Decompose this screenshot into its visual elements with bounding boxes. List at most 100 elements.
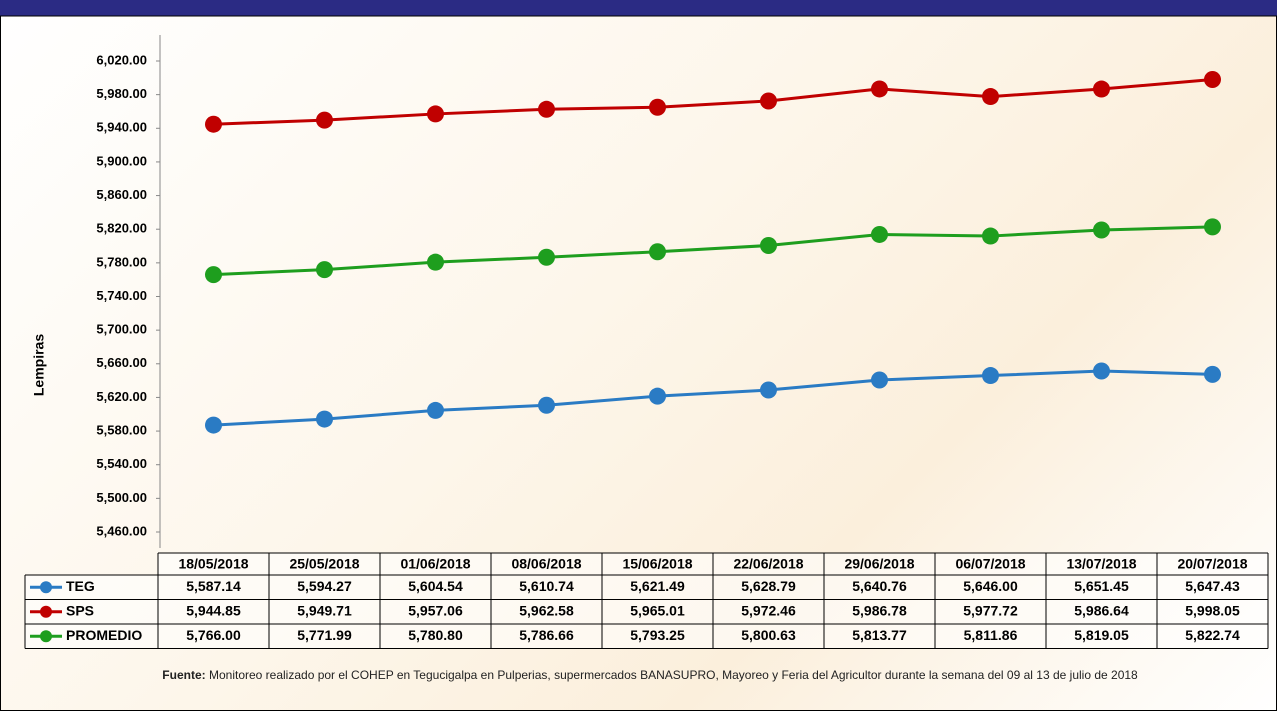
table-value: 5,957.06 bbox=[408, 602, 463, 618]
point bbox=[1204, 218, 1221, 235]
table-value: 5,819.05 bbox=[1074, 627, 1129, 643]
point bbox=[760, 92, 777, 109]
table-value: 5,962.58 bbox=[519, 602, 574, 618]
y-tick-label: 5,860.00 bbox=[96, 187, 147, 202]
x-tick-label: 25/05/2018 bbox=[289, 556, 359, 572]
source-text: Monitoreo realizado por el COHEP en Tegu… bbox=[209, 668, 1138, 682]
table-value: 5,986.64 bbox=[1074, 602, 1129, 618]
page: Lempiras 5,460.00 5,500.00 5,540.00 5,580.0… bbox=[0, 0, 1277, 711]
point bbox=[1093, 81, 1110, 98]
x-tick-label: 22/06/2018 bbox=[733, 556, 803, 572]
point bbox=[205, 266, 222, 283]
y-axis-label: Lempiras bbox=[31, 334, 47, 396]
y-tick-label: 5,900.00 bbox=[96, 153, 147, 168]
legend-label: SPS bbox=[66, 602, 94, 618]
table-value: 5,986.78 bbox=[852, 602, 907, 618]
y-tick-label: 5,460.00 bbox=[96, 523, 147, 538]
x-tick-label: 01/06/2018 bbox=[400, 556, 470, 572]
table-value: 5,800.63 bbox=[741, 627, 796, 643]
series-line bbox=[214, 227, 1213, 275]
y-tick-label: 5,700.00 bbox=[96, 322, 147, 337]
y-tick-label: 5,580.00 bbox=[96, 423, 147, 438]
point bbox=[316, 261, 333, 278]
x-tick-label: 20/07/2018 bbox=[1177, 556, 1247, 572]
x-tick-label: 06/07/2018 bbox=[955, 556, 1025, 572]
y-tick-label: 5,940.00 bbox=[96, 120, 147, 135]
table-value: 5,604.54 bbox=[408, 578, 463, 594]
x-tick-label: 13/07/2018 bbox=[1066, 556, 1136, 572]
table-value: 5,786.66 bbox=[519, 627, 574, 643]
point bbox=[982, 228, 999, 245]
header-bar bbox=[0, 0, 1277, 16]
point bbox=[427, 105, 444, 122]
y-tick-label: 5,500.00 bbox=[96, 490, 147, 505]
table-value: 5,813.77 bbox=[852, 627, 907, 643]
point bbox=[649, 99, 666, 116]
point bbox=[205, 417, 222, 434]
table-value: 5,646.00 bbox=[963, 578, 1018, 594]
point bbox=[427, 402, 444, 419]
x-tick-label: 15/06/2018 bbox=[622, 556, 692, 572]
table-value: 5,972.46 bbox=[741, 602, 796, 618]
series-line bbox=[214, 79, 1213, 124]
table-value: 5,610.74 bbox=[519, 578, 574, 594]
table-value: 5,766.00 bbox=[186, 627, 241, 643]
source-note: Fuente: Monitoreo realizado por el COHEP… bbox=[160, 666, 1140, 685]
point bbox=[538, 249, 555, 266]
table-value: 5,587.14 bbox=[186, 578, 241, 594]
point bbox=[538, 397, 555, 414]
point bbox=[1093, 222, 1110, 239]
table-value: 5,594.27 bbox=[297, 578, 352, 594]
table-value: 5,628.79 bbox=[741, 578, 796, 594]
legend-marker bbox=[40, 606, 52, 618]
table-value: 5,977.72 bbox=[963, 602, 1018, 618]
point bbox=[982, 367, 999, 384]
point bbox=[760, 237, 777, 254]
table-value: 5,811.86 bbox=[964, 627, 1018, 643]
point bbox=[871, 371, 888, 388]
point bbox=[649, 243, 666, 260]
y-tick-label: 5,780.00 bbox=[96, 254, 147, 269]
point bbox=[871, 80, 888, 97]
source-label: Fuente: bbox=[162, 668, 205, 682]
legend-marker bbox=[40, 581, 52, 593]
series-line bbox=[214, 371, 1213, 425]
point bbox=[316, 112, 333, 129]
table-value: 5,944.85 bbox=[186, 602, 241, 618]
point bbox=[760, 382, 777, 399]
y-tick-label: 5,620.00 bbox=[96, 389, 147, 404]
chart: Lempiras 5,460.00 5,500.00 5,540.00 5,580.0… bbox=[0, 0, 1277, 711]
point bbox=[1093, 362, 1110, 379]
legend-marker bbox=[40, 630, 52, 642]
table-value: 5,651.45 bbox=[1074, 578, 1129, 594]
table-value: 5,822.74 bbox=[1185, 627, 1240, 643]
point bbox=[649, 388, 666, 405]
table-value: 5,965.01 bbox=[630, 602, 685, 618]
point bbox=[427, 254, 444, 271]
table-value: 5,771.99 bbox=[297, 627, 352, 643]
point bbox=[1204, 366, 1221, 383]
x-tick-label: 18/05/2018 bbox=[178, 556, 248, 572]
table-value: 5,949.71 bbox=[297, 602, 352, 618]
point bbox=[982, 88, 999, 105]
point bbox=[871, 226, 888, 243]
point bbox=[1204, 71, 1221, 88]
y-tick-label: 5,980.00 bbox=[96, 86, 147, 101]
point bbox=[538, 101, 555, 118]
y-tick-label: 6,020.00 bbox=[96, 52, 147, 67]
y-tick-label: 5,540.00 bbox=[96, 456, 147, 471]
x-tick-label: 29/06/2018 bbox=[844, 556, 914, 572]
table-value: 5,640.76 bbox=[852, 578, 907, 594]
legend-label: TEG bbox=[66, 578, 95, 594]
y-tick-label: 5,660.00 bbox=[96, 355, 147, 370]
table-value: 5,780.80 bbox=[408, 627, 463, 643]
y-tick-label: 5,740.00 bbox=[96, 288, 147, 303]
table-value: 5,647.43 bbox=[1185, 578, 1240, 594]
legend-label: PROMEDIO bbox=[66, 627, 142, 643]
x-tick-label: 08/06/2018 bbox=[511, 556, 581, 572]
table-value: 5,998.05 bbox=[1185, 602, 1240, 618]
point bbox=[205, 116, 222, 133]
point bbox=[316, 411, 333, 428]
table-value: 5,793.25 bbox=[630, 627, 685, 643]
y-tick-label: 5,820.00 bbox=[96, 221, 147, 236]
